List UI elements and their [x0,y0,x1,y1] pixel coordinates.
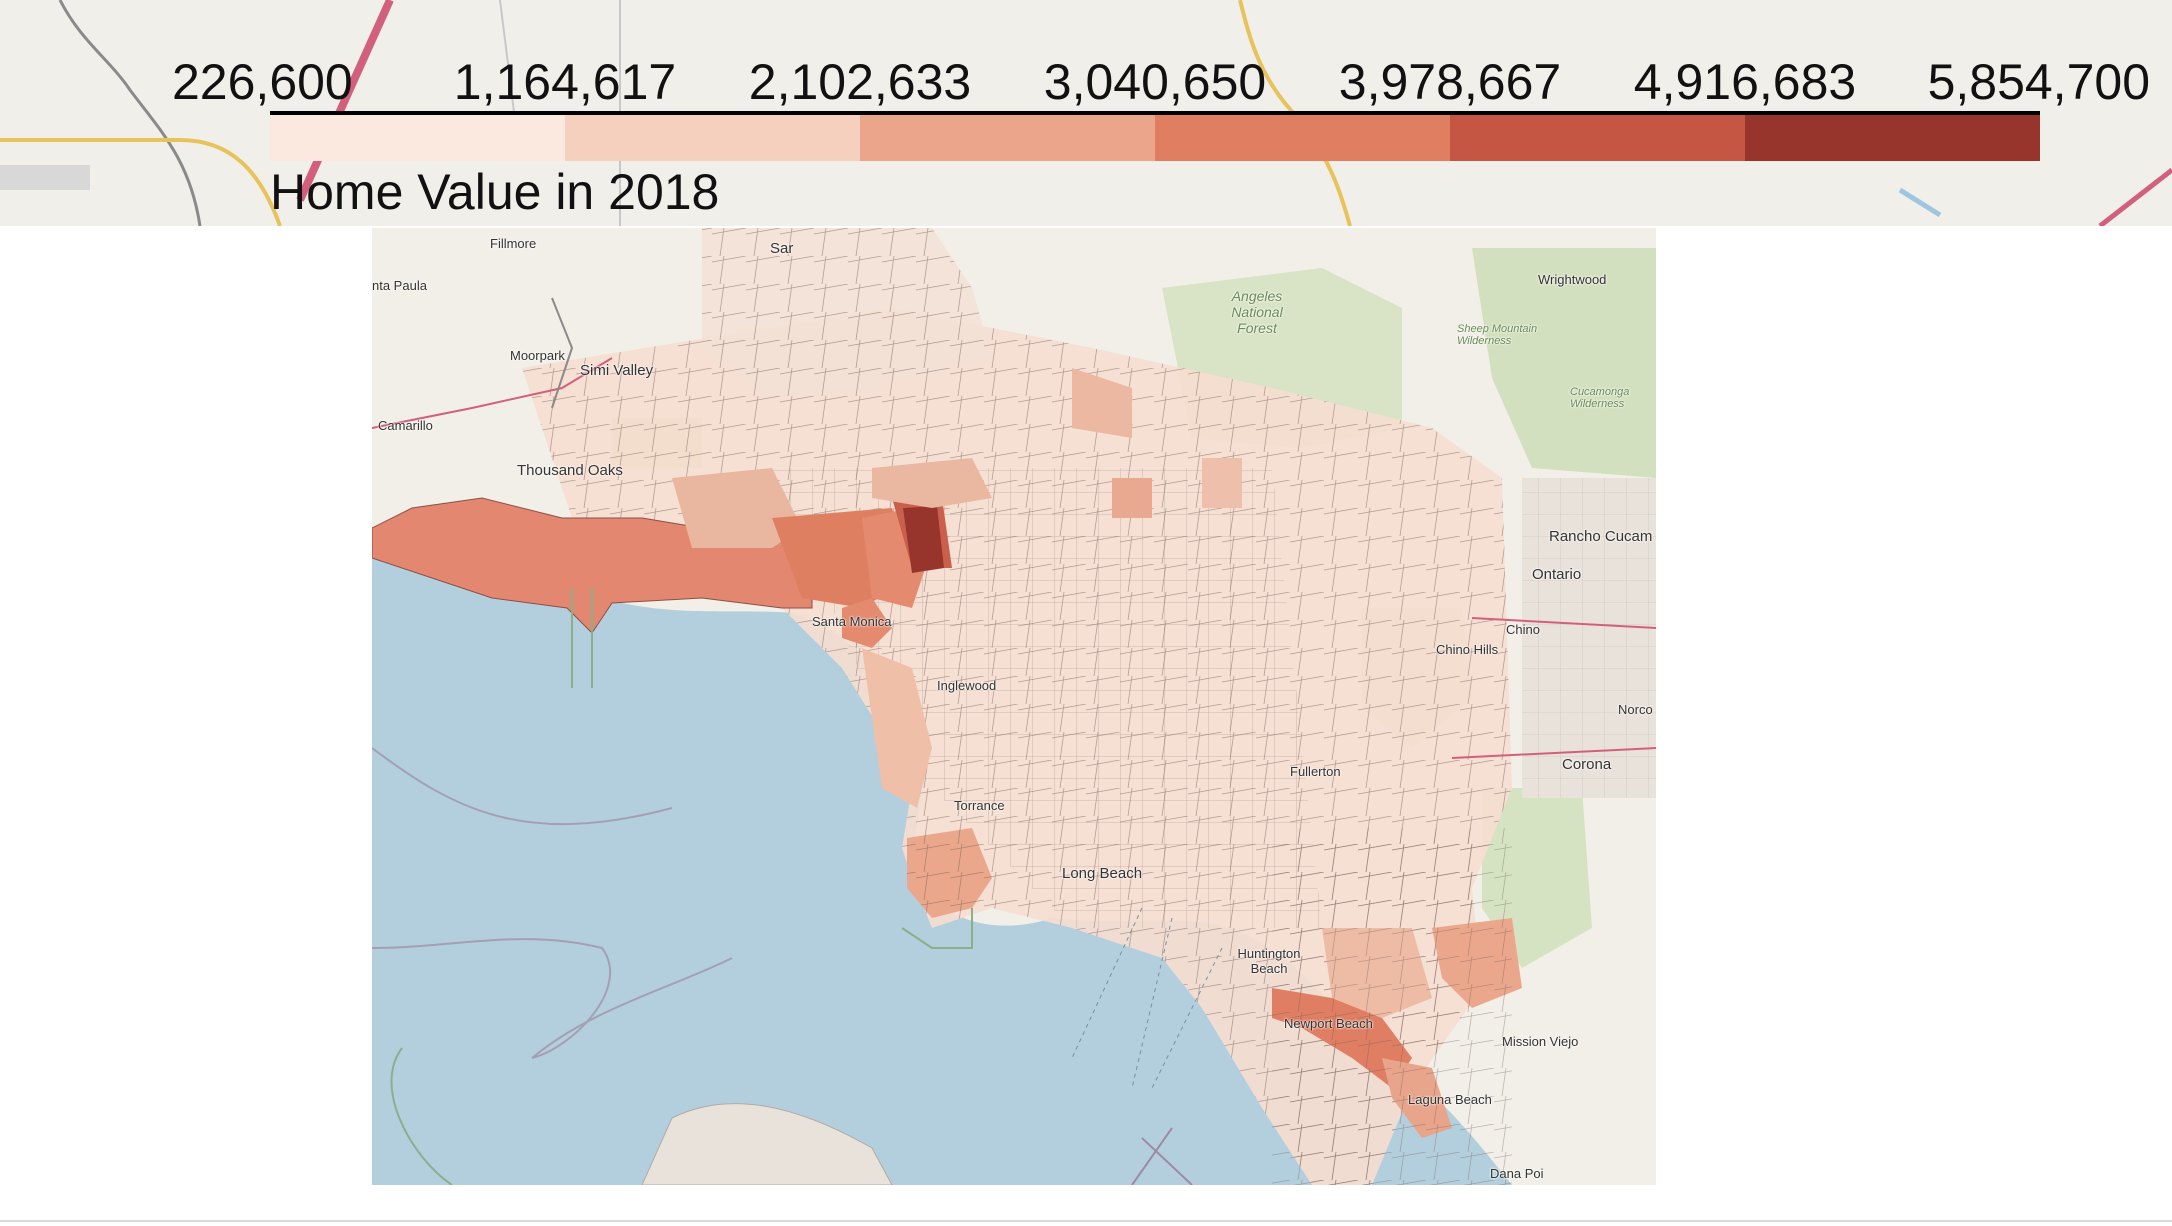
map-label-long-beach: Long Beach [1062,865,1143,882]
map-label-mission-viejo: Mission Viejo [1502,1034,1579,1049]
map-label-rancho-cucamonga: Rancho Cucam [1549,528,1653,545]
legend-panel: 226,600 1,164,617 2,102,633 3,040,650 3,… [0,0,2172,226]
legend-tick-label: 226,600 [172,54,353,110]
legend-tick-label: 2,102,633 [748,54,972,110]
map-label-chino: Chino [1506,622,1540,637]
legend-axis-line [270,111,2040,115]
map-label-fullerton: Fullerton [1290,764,1341,779]
legend-color-segment [565,115,860,161]
map-label-angeles-forest: Angeles National Forest [1231,288,1283,336]
map-canvas [372,228,1656,1185]
legend-color-segment [270,115,565,161]
map-label-norco: Norco [1618,702,1653,717]
map-label-corona: Corona [1562,756,1612,773]
map-label-cucamonga: Cucamonga Wilderness [1570,386,1630,410]
choropleth-map[interactable]: Fillmore nta Paula Sar Moorpark Simi Val… [372,228,1656,1185]
forest-area [1472,248,1656,478]
map-label-santa-clarita: Sar [770,240,794,257]
map-label-torrance: Torrance [954,798,1005,813]
legend-color-segment [1450,115,1745,161]
map-label-dana-point: Dana Poi [1490,1166,1544,1181]
map-label-simi-valley: Simi Valley [580,362,654,379]
map-label-wrightwood: Wrightwood [1538,272,1607,287]
map-label-santa-paula: nta Paula [372,278,427,293]
map-label-santa-monica: Santa Monica [812,614,892,629]
region-beverly-hills [903,506,944,573]
region-san-marino [1112,478,1152,518]
map-label-camarillo: Camarillo [378,418,433,433]
map-label-fillmore: Fillmore [490,236,537,251]
legend-tick-labels: 226,600 1,164,617 2,102,633 3,040,650 3,… [0,52,2172,112]
legend-tick-label: 1,164,617 [453,54,677,110]
page-divider [0,1220,2172,1222]
region-arcadia [1202,458,1242,508]
legend-caption: Home Value in 2018 [270,164,720,220]
map-label-chino-hills: Chino Hills [1436,642,1499,657]
region-santa-monica [842,598,892,648]
map-label-moorpark: Moorpark [510,348,565,363]
region-calabasas [672,468,802,548]
legend-color-segment [1745,115,2040,161]
map-label-inglewood: Inglewood [937,678,997,693]
map-label-sheep-mountain: Sheep Mountain Wilderness [1457,323,1538,347]
map-label-ontario: Ontario [1532,566,1582,583]
legend-tick-label: 3,978,667 [1338,54,1562,110]
legend-color-segment [860,115,1155,161]
map-label-huntington-beach: Huntington Beach [1237,946,1301,976]
map-label-laguna-beach: Laguna Beach [1408,1092,1492,1107]
region-south-bay [862,648,932,808]
legend-tick-label: 5,854,700 [1927,54,2150,110]
legend-tick-label: 3,040,650 [1043,54,1267,110]
legend-color-segment [1155,115,1450,161]
region-la-canada [1072,368,1132,438]
map-label-newport-beach: Newport Beach [1284,1016,1373,1031]
map-label-thousand-oaks: Thousand Oaks [517,462,623,479]
catalina-island [641,1103,893,1185]
legend-tick-label: 4,916,683 [1633,54,1857,110]
color-scale-bar [270,115,2040,161]
region-sherman-oaks [872,458,992,508]
